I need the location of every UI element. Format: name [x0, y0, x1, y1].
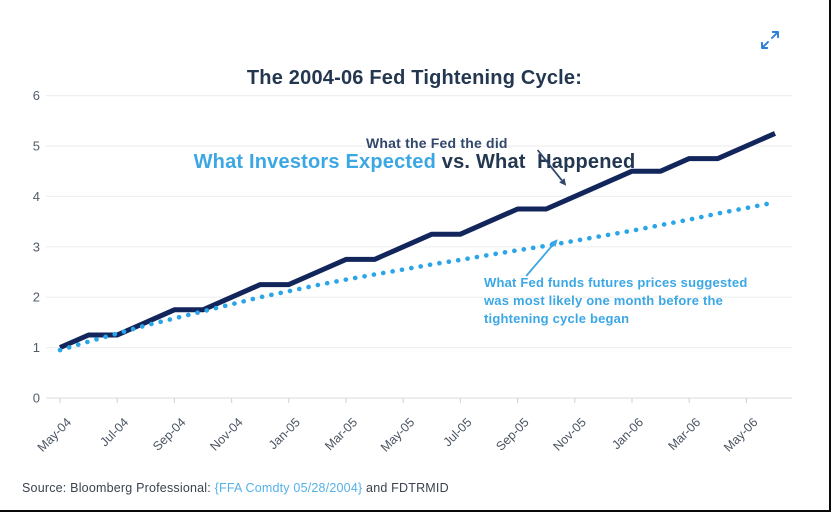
x-tick-label: Nov-04	[207, 415, 245, 453]
y-tick-label-3: 3	[33, 239, 40, 254]
annotation-expected-line-1: What Fed funds futures prices suggested	[484, 275, 748, 290]
source-suffix: and FDTRMID	[362, 481, 449, 495]
title-line2-highlight: What Investors Expected	[193, 151, 437, 173]
source-prefix: Source: Bloomberg Professional:	[22, 481, 215, 495]
x-tick-label: Jan-05	[266, 415, 303, 452]
y-tick-label-1: 1	[33, 340, 40, 355]
y-tick-label-0: 0	[33, 391, 40, 406]
y-tick-label-5: 5	[33, 139, 40, 154]
title-line2: What Investors Expected vs. What Happene…	[0, 148, 829, 176]
x-tick-label: Jul-05	[441, 415, 475, 449]
annotation-expected-line: What Fed funds futures prices suggested …	[484, 274, 748, 328]
expected-dotted-line	[57, 200, 778, 353]
x-tick-label: Nov-05	[551, 415, 589, 453]
annotation-actual-line: What the Fed the did	[366, 135, 508, 151]
x-tick-label: Mar-05	[322, 415, 360, 453]
source-note: Source: Bloomberg Professional: {FFA Com…	[22, 481, 449, 495]
x-tick-label: Mar-06	[665, 415, 703, 453]
actual-rate-line	[58, 131, 777, 350]
source-link[interactable]: {FFA Comdty 05/28/2004}	[214, 481, 363, 495]
x-tick-label: Sep-05	[493, 415, 531, 453]
x-tick-label: May-04	[35, 415, 74, 454]
x-tick-label: Jan-06	[609, 415, 646, 452]
x-tick-label: Sep-04	[150, 415, 188, 453]
annotation-expected-line-2: was most likely one month before the	[484, 293, 724, 308]
x-tick-label: Jul-04	[97, 415, 131, 449]
annotation-arrowhead-1	[550, 239, 558, 247]
title-line2-rest: vs. What Happened	[436, 151, 636, 173]
x-tick-label: May-05	[378, 415, 417, 454]
annotation-arrowhead-0	[559, 178, 567, 186]
y-tick-label-2: 2	[33, 290, 40, 305]
title-line1: The 2004-06 Fed Tightening Cycle:	[246, 67, 583, 89]
annotation-arrow-0	[536, 149, 563, 181]
expand-icon[interactable]	[759, 29, 781, 51]
annotation-expected-line-3: tightening cycle began	[484, 311, 630, 326]
x-tick-label: May-06	[721, 415, 760, 454]
chart-title: The 2004-06 Fed Tightening Cycle: What I…	[0, 8, 829, 232]
y-tick-label-6: 6	[33, 88, 40, 103]
y-tick-label-4: 4	[33, 189, 40, 204]
annotation-arrow-1	[525, 243, 554, 277]
